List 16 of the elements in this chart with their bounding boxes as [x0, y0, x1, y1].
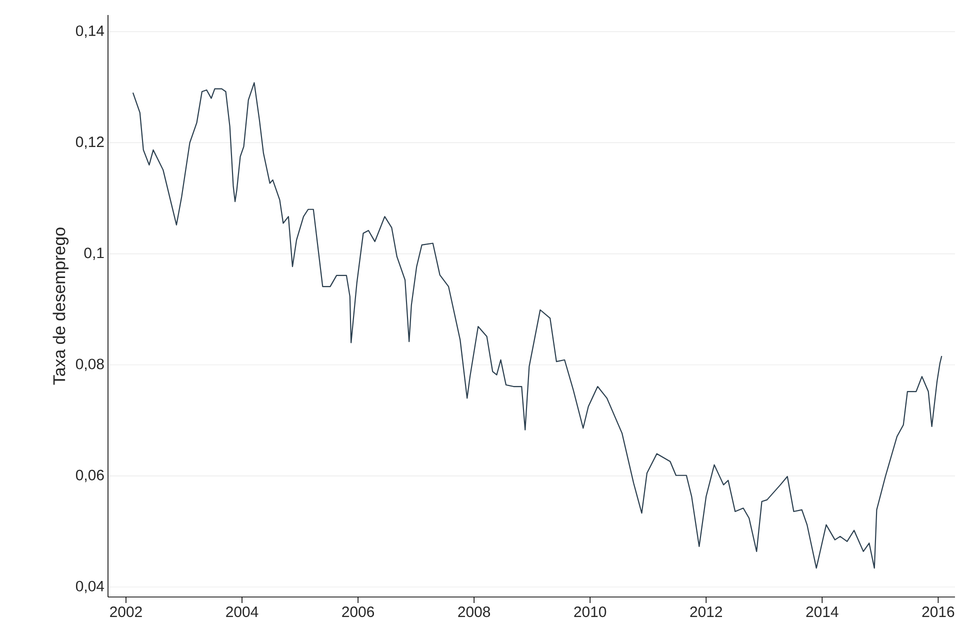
y-tick-label: 0,1 — [84, 248, 104, 260]
x-tick-label: 2014 — [806, 606, 838, 618]
x-tick-label: 2016 — [922, 606, 954, 618]
x-tick-label: 2010 — [574, 606, 606, 618]
y-tick-label: 0,14 — [76, 25, 104, 38]
x-tick-label: 2006 — [342, 606, 374, 618]
x-tick-label: 2008 — [458, 606, 490, 618]
y-tick-label: 0,08 — [76, 358, 104, 372]
x-tick-label: 2002 — [110, 606, 142, 618]
x-tick-label: 2004 — [226, 606, 258, 618]
y-axis-title: Taxa de desemprego — [52, 228, 69, 385]
line-series — [132, 82, 942, 569]
y-tick-label: 0,06 — [76, 470, 104, 482]
y-tick-label: 0,12 — [76, 136, 104, 149]
y-tick-label: 0,04 — [76, 580, 104, 594]
x-tick-label: 2012 — [690, 606, 722, 618]
